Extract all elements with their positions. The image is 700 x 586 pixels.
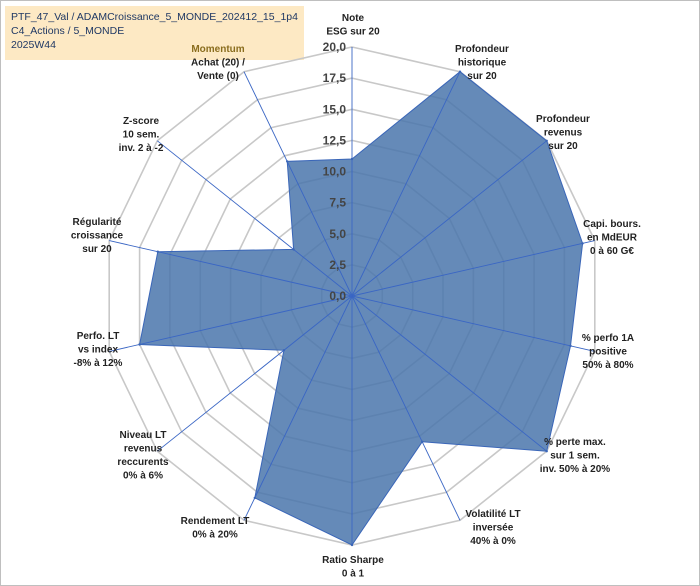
axis-label-7: Volatilité LT inversée 40% à 0% [465, 509, 520, 547]
tick-label-6: 15,0 [323, 102, 347, 116]
axis-spoke-9 [243, 295, 353, 521]
data-point-14 [286, 160, 289, 163]
title-line-1: PTF_47_Val / ADAMCroissance_5_MONDE_2024… [11, 11, 298, 23]
axis-spoke-10 [157, 295, 353, 452]
axis-label-12: Régularité croissance sur 20 [71, 217, 124, 255]
axis-label-4: Capi. bours. en MdEUR 0 à 60 G€ [583, 219, 641, 257]
axis-spoke-3 [351, 140, 547, 297]
chart-title-box: PTF_47_Val / ADAMCroissance_5_MONDE_2024… [5, 6, 304, 60]
axis-spoke-14 [243, 71, 353, 297]
axis-label-3: Profondeur revenus sur 20 [536, 114, 590, 152]
axis-spoke-4 [351, 240, 595, 297]
axis-label-14: Momentum Achat (20) / Vente (0) [191, 44, 245, 82]
data-point-6 [545, 450, 548, 453]
data-point-7 [421, 440, 424, 443]
axis-label-8: Ratio Sharpe 0 à 1 [322, 555, 384, 580]
axis-label-9: Rendement LT 0% à 20% [181, 516, 250, 541]
data-point-5 [569, 344, 572, 348]
axis-label-11: Perfo. LT vs index -8% à 12% [74, 331, 123, 369]
data-point-11 [138, 343, 141, 346]
data-point-4 [581, 242, 584, 245]
data-point-10 [282, 349, 286, 352]
tick-label-7: 17,5 [323, 71, 347, 85]
axis-spoke-13 [157, 140, 353, 297]
data-point-3 [545, 139, 548, 142]
axis-spoke-11 [109, 295, 353, 352]
tick-label-4: 10,0 [323, 165, 347, 179]
axis-label-10: Niveau LT revenus reccurents 0% à 6% [117, 430, 169, 482]
tick-label-0: 0,0 [329, 289, 346, 303]
title-line-2: C4_Actions / 5_MONDE [11, 25, 125, 37]
axis-label-6: % perte max. sur 1 sem. inv. 50% à 20% [540, 437, 611, 475]
axis-label-13: Z-score 10 sem. inv. 2 à -2 [119, 116, 164, 154]
axis-spoke-2 [351, 71, 461, 297]
axis-spoke-5 [351, 295, 595, 352]
data-point-8 [350, 543, 354, 547]
tick-label-8: 20,0 [323, 40, 347, 54]
title-line-3: 2025W44 [11, 39, 56, 51]
axis-label-1: Note ESG sur 20 [326, 13, 380, 38]
data-point-9 [253, 496, 256, 500]
axis-label-2: Profondeur historique sur 20 [455, 44, 509, 82]
tick-label-2: 5,0 [329, 227, 346, 241]
axis-spoke-12 [109, 240, 353, 297]
tick-label-3: 7,5 [329, 196, 346, 210]
axis-label-5: % perfo 1A positive 50% à 80% [582, 333, 634, 371]
axis-spoke-6 [351, 295, 547, 452]
tick-label-1: 2,5 [329, 258, 346, 272]
axis-spoke-7 [351, 295, 461, 521]
tick-label-5: 12,5 [323, 133, 347, 147]
data-point-12 [156, 250, 159, 253]
data-point-2 [458, 70, 462, 73]
data-point-13 [292, 248, 295, 251]
data-point-1 [350, 157, 354, 161]
